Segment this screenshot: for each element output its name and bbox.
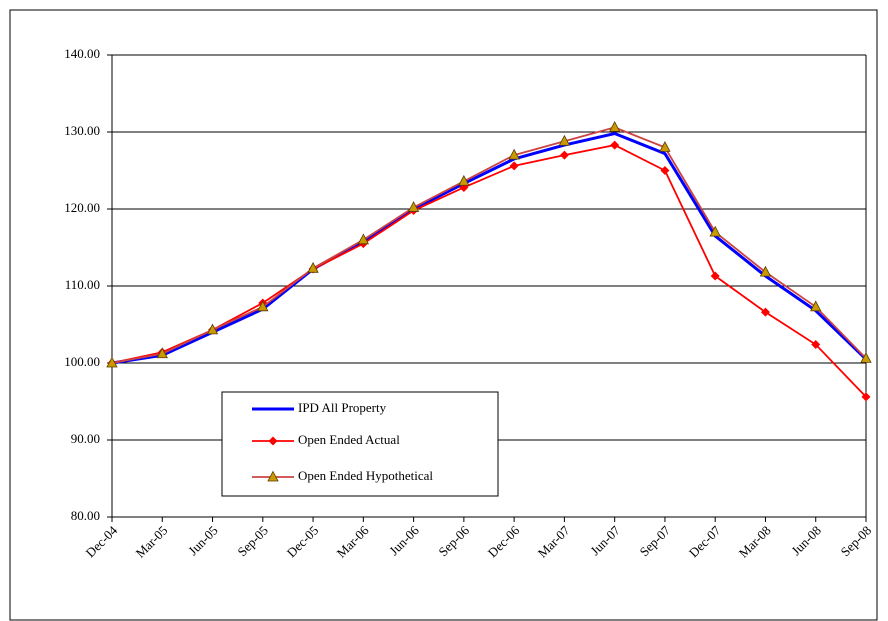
marker-triangle: [307, 261, 319, 273]
x-tick-label: Dec-07: [686, 522, 724, 560]
x-tick-label: Jun-05: [185, 523, 221, 559]
marker-triangle: [709, 225, 721, 237]
marker-triangle: [257, 300, 269, 312]
chart-frame: [9, 9, 878, 621]
y-tick-label: 130.00: [64, 123, 100, 138]
marker-triangle: [106, 356, 118, 368]
legend-marker: [267, 470, 279, 482]
x-tick-label: Jun-08: [788, 523, 824, 559]
series-line: [111, 144, 867, 398]
series-line: [111, 126, 867, 364]
x-tick-label: Dec-04: [83, 522, 121, 560]
x-tick-label: Mar-08: [736, 523, 774, 561]
x-tick-label: Dec-05: [284, 523, 322, 561]
x-tick-label: Mar-06: [334, 522, 372, 560]
marker-triangle: [206, 323, 219, 335]
marker-triangle: [357, 233, 369, 245]
marker-triangle: [759, 265, 772, 277]
legend-label: IPD All Property: [298, 400, 387, 415]
marker-triangle: [508, 148, 520, 160]
x-tick-label: Dec-06: [485, 522, 523, 560]
x-tick-label: Mar-07: [535, 522, 573, 560]
legend-marker: [268, 436, 278, 446]
x-tick-label: Jun-07: [587, 522, 623, 558]
y-tick-label: 110.00: [65, 277, 100, 292]
marker-diamond: [610, 140, 620, 150]
x-tick-label: Sep-06: [435, 522, 472, 559]
y-tick-label: 100.00: [64, 354, 100, 369]
x-tick-label: Jun-06: [386, 522, 422, 558]
legend-label: Open Ended Actual: [298, 432, 400, 447]
marker-triangle: [458, 174, 470, 186]
marker-triangle: [156, 347, 168, 359]
marker-diamond: [710, 271, 720, 281]
marker-triangle: [659, 141, 671, 152]
marker-diamond: [861, 392, 871, 402]
x-tick-label: Mar-05: [133, 523, 171, 561]
x-tick-label: Sep-05: [234, 523, 271, 560]
marker-diamond: [559, 150, 569, 160]
marker-diamond: [660, 166, 670, 175]
marker-diamond: [811, 340, 821, 350]
marker-triangle: [810, 300, 822, 312]
marker-diamond: [760, 307, 770, 317]
marker-triangle: [407, 201, 420, 212]
marker-triangle: [860, 352, 872, 363]
y-tick-label: 90.00: [71, 431, 100, 446]
y-tick-label: 140.00: [64, 46, 100, 61]
x-tick-label: Sep-07: [637, 522, 674, 559]
series-line: [111, 131, 868, 365]
x-tick-label: Sep-08: [838, 523, 875, 560]
y-tick-label: 80.00: [71, 508, 100, 523]
y-tick-label: 120.00: [64, 200, 100, 215]
marker-triangle: [609, 121, 621, 132]
marker-diamond: [509, 161, 519, 171]
legend-label: Open Ended Hypothetical: [298, 468, 433, 483]
marker-triangle: [558, 134, 571, 146]
